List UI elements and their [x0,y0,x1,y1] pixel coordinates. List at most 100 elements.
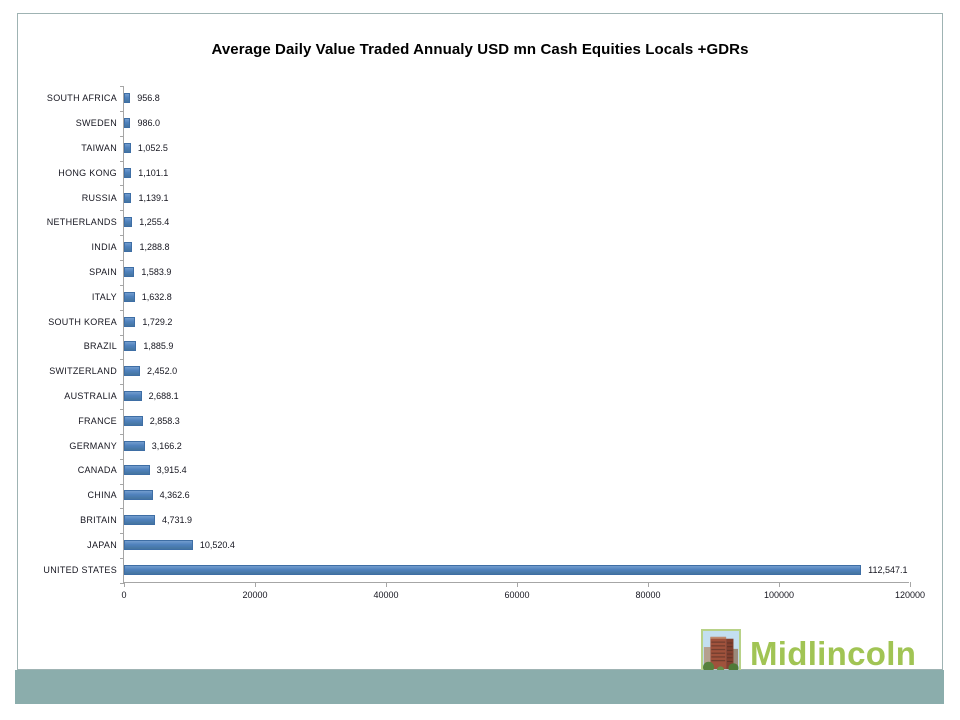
y-axis-tick [120,558,124,560]
value-label: 3,166.2 [151,440,182,451]
y-axis-tick [120,359,124,361]
y-axis-tick [120,309,124,311]
bar-row: GERMANY 3,166.2 [69,433,909,458]
value-label: 1,255.4 [139,217,170,228]
y-axis-tick [120,160,124,162]
category-label: ITALY [91,291,117,302]
footer-accent-bar [15,670,944,704]
category-label: UNITED STATES [43,564,117,575]
bar [124,93,131,104]
value-label: 2,688.1 [148,390,179,401]
bar-row: JAPAN 10,520.4 [87,532,909,557]
y-axis-tick [120,210,124,212]
y-axis-tick [120,259,124,261]
y-axis-tick [120,135,124,137]
bar [124,465,150,476]
bar-row: SWITZERLAND 2,452.0 [49,359,909,384]
bar [124,316,136,327]
value-label: 986.0 [137,118,160,129]
y-axis-tick [120,384,124,386]
x-axis-tick-label: 120000 [894,590,926,600]
bar-row: INDIA 1,288.8 [91,235,909,260]
bar-row: NETHERLANDS 1,255.4 [47,210,909,235]
value-label: 4,731.9 [161,514,193,525]
category-label: BRAZIL [83,341,117,352]
x-axis-tick-label: 100000 [763,590,795,600]
bar-row: AUSTRALIA 2,688.1 [64,384,909,409]
bar [124,167,132,178]
bar [124,539,193,550]
y-axis-tick [120,458,124,460]
x-axis-tick-label: 40000 [373,590,399,600]
value-label: 1,729.2 [142,316,173,327]
bar-row: CANADA 3,915.4 [78,458,909,483]
bar [124,564,862,575]
category-label: FRANCE [78,415,117,426]
x-axis-tick-label: 80000 [635,590,661,600]
x-axis-tick-label: 20000 [242,590,268,600]
value-label: 2,858.3 [149,415,180,426]
y-axis-tick [120,185,124,187]
value-label: 1,052.5 [137,142,168,153]
value-label: 4,362.6 [159,490,190,501]
category-label: BRITAIN [80,514,117,525]
bar [124,341,137,352]
category-label: TAIWAN [81,142,117,153]
bar-rows: SOUTH AFRICA 956.8 SWEDEN 986.0 TAIWAN 1,052.… [43,86,909,582]
x-axis-tick [255,582,256,587]
x-axis-tick-label: 0 [121,590,127,600]
category-label: HONG KONG [58,167,117,178]
bar [124,490,153,501]
y-axis-tick [120,334,124,336]
value-label: 1,139.1 [138,192,169,203]
bar [124,217,133,228]
category-label: SWITZERLAND [49,366,117,377]
x-axis-tick [517,582,518,587]
bar [124,266,135,277]
category-label: SOUTH AFRICA [46,93,117,104]
category-label: GERMANY [69,440,117,451]
bar [124,366,141,377]
bar-row: UNITED STATES 112,547.1 [43,557,909,582]
category-label: JAPAN [87,539,117,550]
category-label: INDIA [91,242,117,253]
bar-row: TAIWAN 1,052.5 [81,136,909,161]
bar-row: RUSSIA 1,139.1 [82,185,909,210]
bar-row: SOUTH AFRICA 956.8 [47,86,909,111]
x-axis-tick [386,582,387,587]
value-label: 956.8 [137,93,160,104]
bar-row: BRITAIN 4,731.9 [80,508,909,533]
y-axis-tick [120,508,124,510]
bar-row: CHINA 4,362.6 [87,483,909,508]
category-label: NETHERLANDS [46,217,117,228]
value-label: 2,452.0 [147,366,178,377]
x-axis-tick [124,582,125,587]
category-label: CANADA [77,465,117,476]
bar [124,415,143,426]
y-axis-tick [120,110,124,112]
logo-wordmark: Midlincoln [750,634,917,672]
value-label: 112,547.1 [868,564,908,575]
value-label: 1,583.9 [141,266,172,277]
bar-row: BRAZIL 1,885.9 [84,334,909,359]
category-label: AUSTRALIA [64,390,117,401]
y-axis-tick [120,86,124,87]
bar-chart-plot-area: SOUTH AFRICA 956.8 SWEDEN 986.0 TAIWAN 1,052.… [43,86,925,600]
bar-row: FRANCE 2,858.3 [78,408,909,433]
category-label: CHINA [87,490,117,501]
category-label: SOUTH KOREA [48,316,117,327]
chart-title: Average Daily Value Traded Annualy USD m… [211,41,749,58]
bar [124,118,131,129]
bar-row: SOUTH KOREA 1,729.2 [48,309,909,334]
y-axis-tick [120,483,124,485]
y-axis-tick [120,433,124,435]
category-label: SWEDEN [75,118,117,129]
value-label: 10,520.4 [199,539,235,550]
value-label: 1,885.9 [143,341,174,352]
bar [124,242,133,253]
chart-slide-frame: Average Daily Value Traded Annualy USD m… [17,13,943,678]
y-axis-tick [120,533,124,535]
bar [124,291,135,302]
bar [124,440,145,451]
